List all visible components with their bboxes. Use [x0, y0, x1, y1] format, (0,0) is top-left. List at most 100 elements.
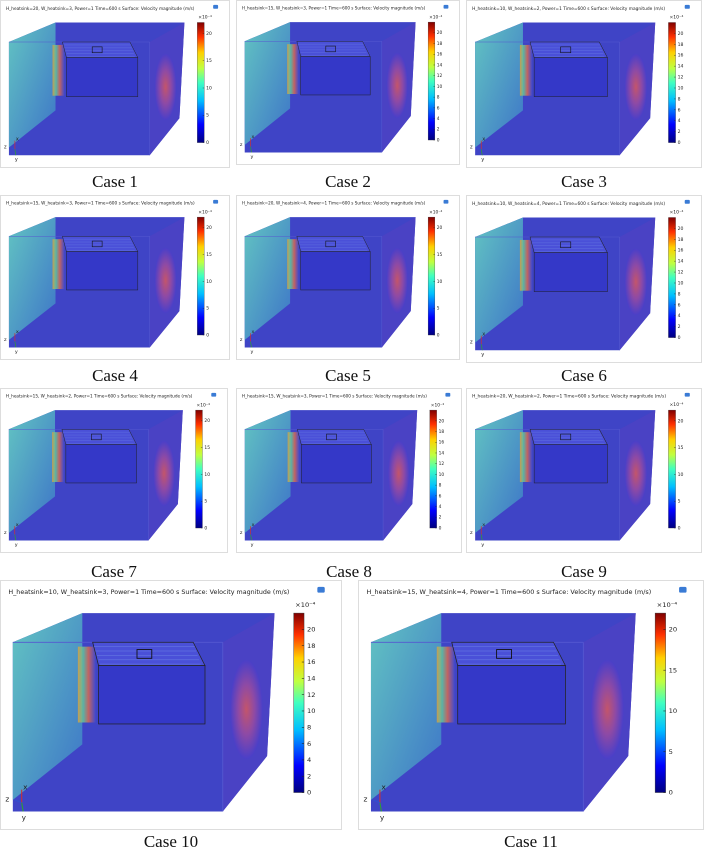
- colorbar-tick-label: 10: [678, 86, 684, 92]
- box-left-face: [8, 410, 56, 533]
- triad-axis: [9, 532, 15, 536]
- panel-title: H_heatsink=15, W_heatsink=3, Power=1 Tim…: [6, 201, 195, 206]
- heat-source: [560, 433, 572, 441]
- heatsink-front: [533, 444, 608, 484]
- box-left-face: [8, 22, 56, 148]
- colorbar: [668, 217, 676, 338]
- hot-spot: [387, 440, 410, 506]
- triad-label: z: [363, 794, 367, 803]
- heat-source: [325, 240, 336, 248]
- colorbar-tick-label: 6: [678, 302, 681, 308]
- colorbar-tick-label: 20: [206, 225, 212, 231]
- panel: H_heatsink=15, W_heatsink=3, Power=1 Tim…: [236, 388, 462, 553]
- colorbar-tick-label: 5: [206, 306, 209, 312]
- box-left-face: [244, 217, 291, 340]
- simulation-view: H_heatsink=20, W_heatsink=2, Power=1 Tim…: [470, 392, 690, 548]
- triad-label: z: [240, 143, 243, 148]
- triad-label: y: [15, 349, 18, 355]
- simulation-view: H_heatsink=10, W_heatsink=3, Power=1 Tim…: [5, 586, 325, 822]
- heatsink-fins: [519, 239, 533, 291]
- triad-label: z: [4, 144, 7, 150]
- colorbar: [197, 22, 205, 143]
- panel-title: H_heatsink=20, W_heatsink=2, Power=1 Tim…: [472, 394, 666, 400]
- heatsink-fins: [436, 646, 455, 723]
- colorbar-tick-label: 8: [439, 483, 442, 489]
- triad-label: x: [252, 523, 255, 528]
- toolbar-icon: [443, 199, 449, 204]
- colorbar-tick-label: 0: [437, 137, 440, 143]
- colorbar-tick-label: 0: [307, 789, 311, 797]
- heat-source: [91, 240, 103, 248]
- colorbar-tick-label: 4: [439, 504, 442, 510]
- triad-label: x: [251, 135, 254, 140]
- heat-source: [136, 649, 153, 659]
- heatsink-fins: [52, 239, 65, 290]
- colorbar: [654, 612, 666, 793]
- panel-title: H_heatsink=10, W_heatsink=2, Power=1 Tim…: [472, 6, 665, 12]
- colorbar-tick-label: 4: [678, 313, 681, 319]
- box-left-face: [244, 410, 291, 533]
- colorbar-exponent: ×10⁻⁴: [429, 209, 442, 215]
- toolbar-icon: [445, 392, 451, 397]
- simulation-view: H_heatsink=15, W_heatsink=3, Power=1 Tim…: [4, 199, 219, 355]
- colorbar-tick-label: 4: [678, 118, 681, 124]
- colorbar: [668, 22, 676, 143]
- triad-axis: [480, 534, 483, 541]
- toolbar-icon: [679, 586, 687, 593]
- colorbar-tick-label: 2: [439, 515, 442, 521]
- panel-title: H_heatsink=15, W_heatsink=3, Power=1 Tim…: [242, 394, 427, 399]
- heatsink-top: [529, 236, 608, 253]
- toolbar-icon: [213, 199, 219, 204]
- simulation-view: H_heatsink=15, W_heatsink=4, Power=1 Tim…: [363, 586, 687, 822]
- colorbar-tick-label: 14: [307, 675, 315, 683]
- triad-label: y: [251, 155, 254, 160]
- colorbar-tick-label: 0: [204, 526, 207, 532]
- colorbar-tick-label: 10: [204, 472, 210, 478]
- colorbar: [427, 21, 436, 141]
- hot-spot: [153, 440, 175, 506]
- panel-title: H_heatsink=15, W_heatsink=4, Power=1 Tim…: [366, 589, 651, 596]
- colorbar-tick-label: 6: [437, 105, 440, 111]
- colorbar-tick-label: 2: [678, 129, 681, 135]
- heatsink-front: [457, 665, 566, 725]
- case-label: Case 1: [92, 172, 138, 191]
- colorbar-tick-label: 18: [437, 41, 443, 47]
- triad-label: z: [5, 794, 9, 803]
- triad-label: x: [23, 783, 28, 792]
- triad-axis: [250, 341, 252, 348]
- colorbar-exponent: ×10⁻⁴: [429, 14, 442, 20]
- triad-label: y: [22, 813, 27, 822]
- case-label: Case 7: [91, 562, 137, 581]
- panel: H_heatsink=20, W_heatsink=4, Power=1 Tim…: [236, 195, 460, 360]
- colorbar-tick-label: 0: [437, 332, 440, 338]
- colorbar-tick-label: 0: [669, 789, 673, 797]
- panel: H_heatsink=10, W_heatsink=2, Power=1 Tim…: [466, 0, 702, 168]
- colorbar-tick-label: 0: [206, 333, 209, 339]
- heatsink-fins: [52, 44, 65, 96]
- toolbar-icon: [317, 586, 325, 593]
- box-left-face: [475, 217, 523, 343]
- panel-title: H_heatsink=10, W_heatsink=4, Power=1 Tim…: [472, 201, 665, 207]
- triad-label: z: [240, 531, 243, 536]
- triad-axis: [480, 344, 483, 351]
- case-label: Case 9: [561, 562, 607, 581]
- colorbar-exponent: ×10⁻⁴: [669, 210, 683, 216]
- case-label: Case 5: [325, 366, 371, 385]
- panel: H_heatsink=10, W_heatsink=4, Power=1 Tim…: [466, 195, 702, 363]
- simulation-view: H_heatsink=10, W_heatsink=4, Power=1 Tim…: [470, 199, 690, 358]
- panel-title: H_heatsink=15, W_heatsink=3, Power=1 Tim…: [242, 6, 426, 11]
- triad-label: y: [15, 542, 18, 548]
- heat-source: [325, 45, 336, 53]
- triad-label: z: [470, 340, 473, 346]
- colorbar-exponent: ×10⁻⁴: [197, 402, 211, 408]
- colorbar-tick-label: 2: [678, 324, 681, 330]
- triad-label: x: [482, 332, 485, 338]
- heatsink-fins: [519, 432, 533, 483]
- case-label: Case 3: [561, 172, 607, 191]
- colorbar-tick-label: 12: [439, 461, 445, 467]
- heat-source: [326, 433, 337, 441]
- heatsink-fins: [77, 646, 96, 723]
- triad-label: x: [251, 330, 254, 335]
- colorbar-tick-label: 15: [204, 445, 210, 451]
- heatsink-fins: [519, 44, 533, 96]
